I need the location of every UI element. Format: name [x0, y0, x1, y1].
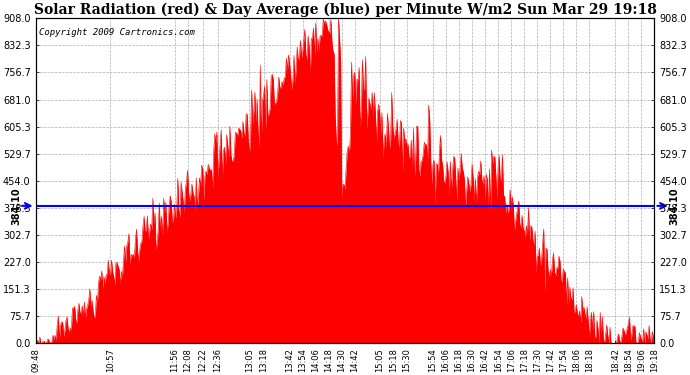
- Text: 384.10: 384.10: [11, 187, 21, 225]
- Title: Solar Radiation (red) & Day Average (blue) per Minute W/m2 Sun Mar 29 19:18: Solar Radiation (red) & Day Average (blu…: [34, 3, 656, 17]
- Text: 384.10: 384.10: [669, 187, 679, 225]
- Text: Copyright 2009 Cartronics.com: Copyright 2009 Cartronics.com: [39, 28, 195, 37]
